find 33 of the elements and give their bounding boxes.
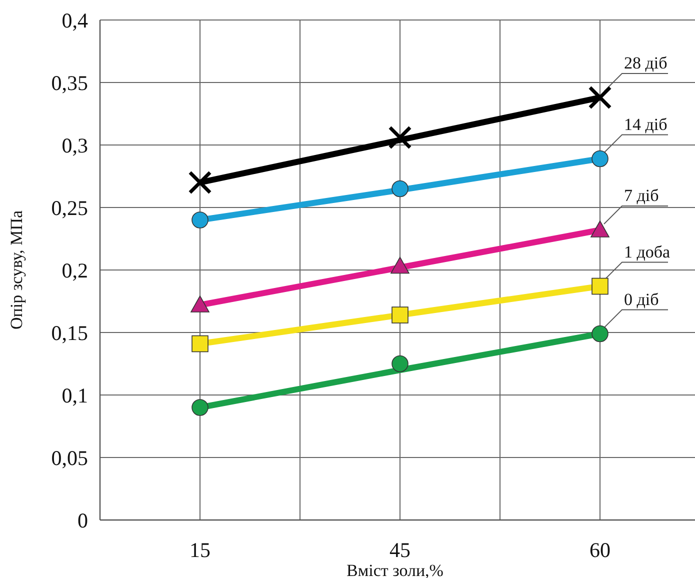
text: 1 доба xyxy=(624,242,671,262)
point xyxy=(392,355,408,372)
point xyxy=(190,296,210,312)
y-axis-title: Опір зсуву, МПа xyxy=(7,210,26,330)
point xyxy=(588,86,612,110)
point xyxy=(192,212,208,228)
y-tick-label: 0,25 xyxy=(51,196,88,220)
x-tick-label: 45 xyxy=(390,538,410,562)
text: 28 діб xyxy=(624,54,668,72)
point xyxy=(590,220,610,238)
point xyxy=(390,256,410,274)
y-tick-label: 0,05 xyxy=(51,446,88,470)
text: 14 діб xyxy=(624,114,668,134)
x-tick-label: 60 xyxy=(590,538,610,562)
y-tick-label: 0 xyxy=(78,508,88,532)
text: 0 діб xyxy=(624,290,659,309)
point xyxy=(192,399,208,416)
point xyxy=(392,306,408,324)
y-tick-label: 0,2 xyxy=(62,258,88,282)
point xyxy=(192,335,208,352)
y-tick-label: 0,3 xyxy=(62,133,88,158)
point xyxy=(388,126,412,150)
text: 7 діб xyxy=(624,186,659,205)
point xyxy=(592,278,608,295)
point xyxy=(592,150,608,168)
point xyxy=(188,170,212,194)
y-tick-label: 0,4 xyxy=(62,8,88,32)
y-tick-label: 0,1 xyxy=(62,383,88,408)
point xyxy=(592,325,608,342)
x-tick-label: 15 xyxy=(190,538,210,562)
point xyxy=(392,180,408,198)
y-tick-label: 0,15 xyxy=(51,320,88,345)
y-tick-label: 0,35 xyxy=(51,70,88,95)
